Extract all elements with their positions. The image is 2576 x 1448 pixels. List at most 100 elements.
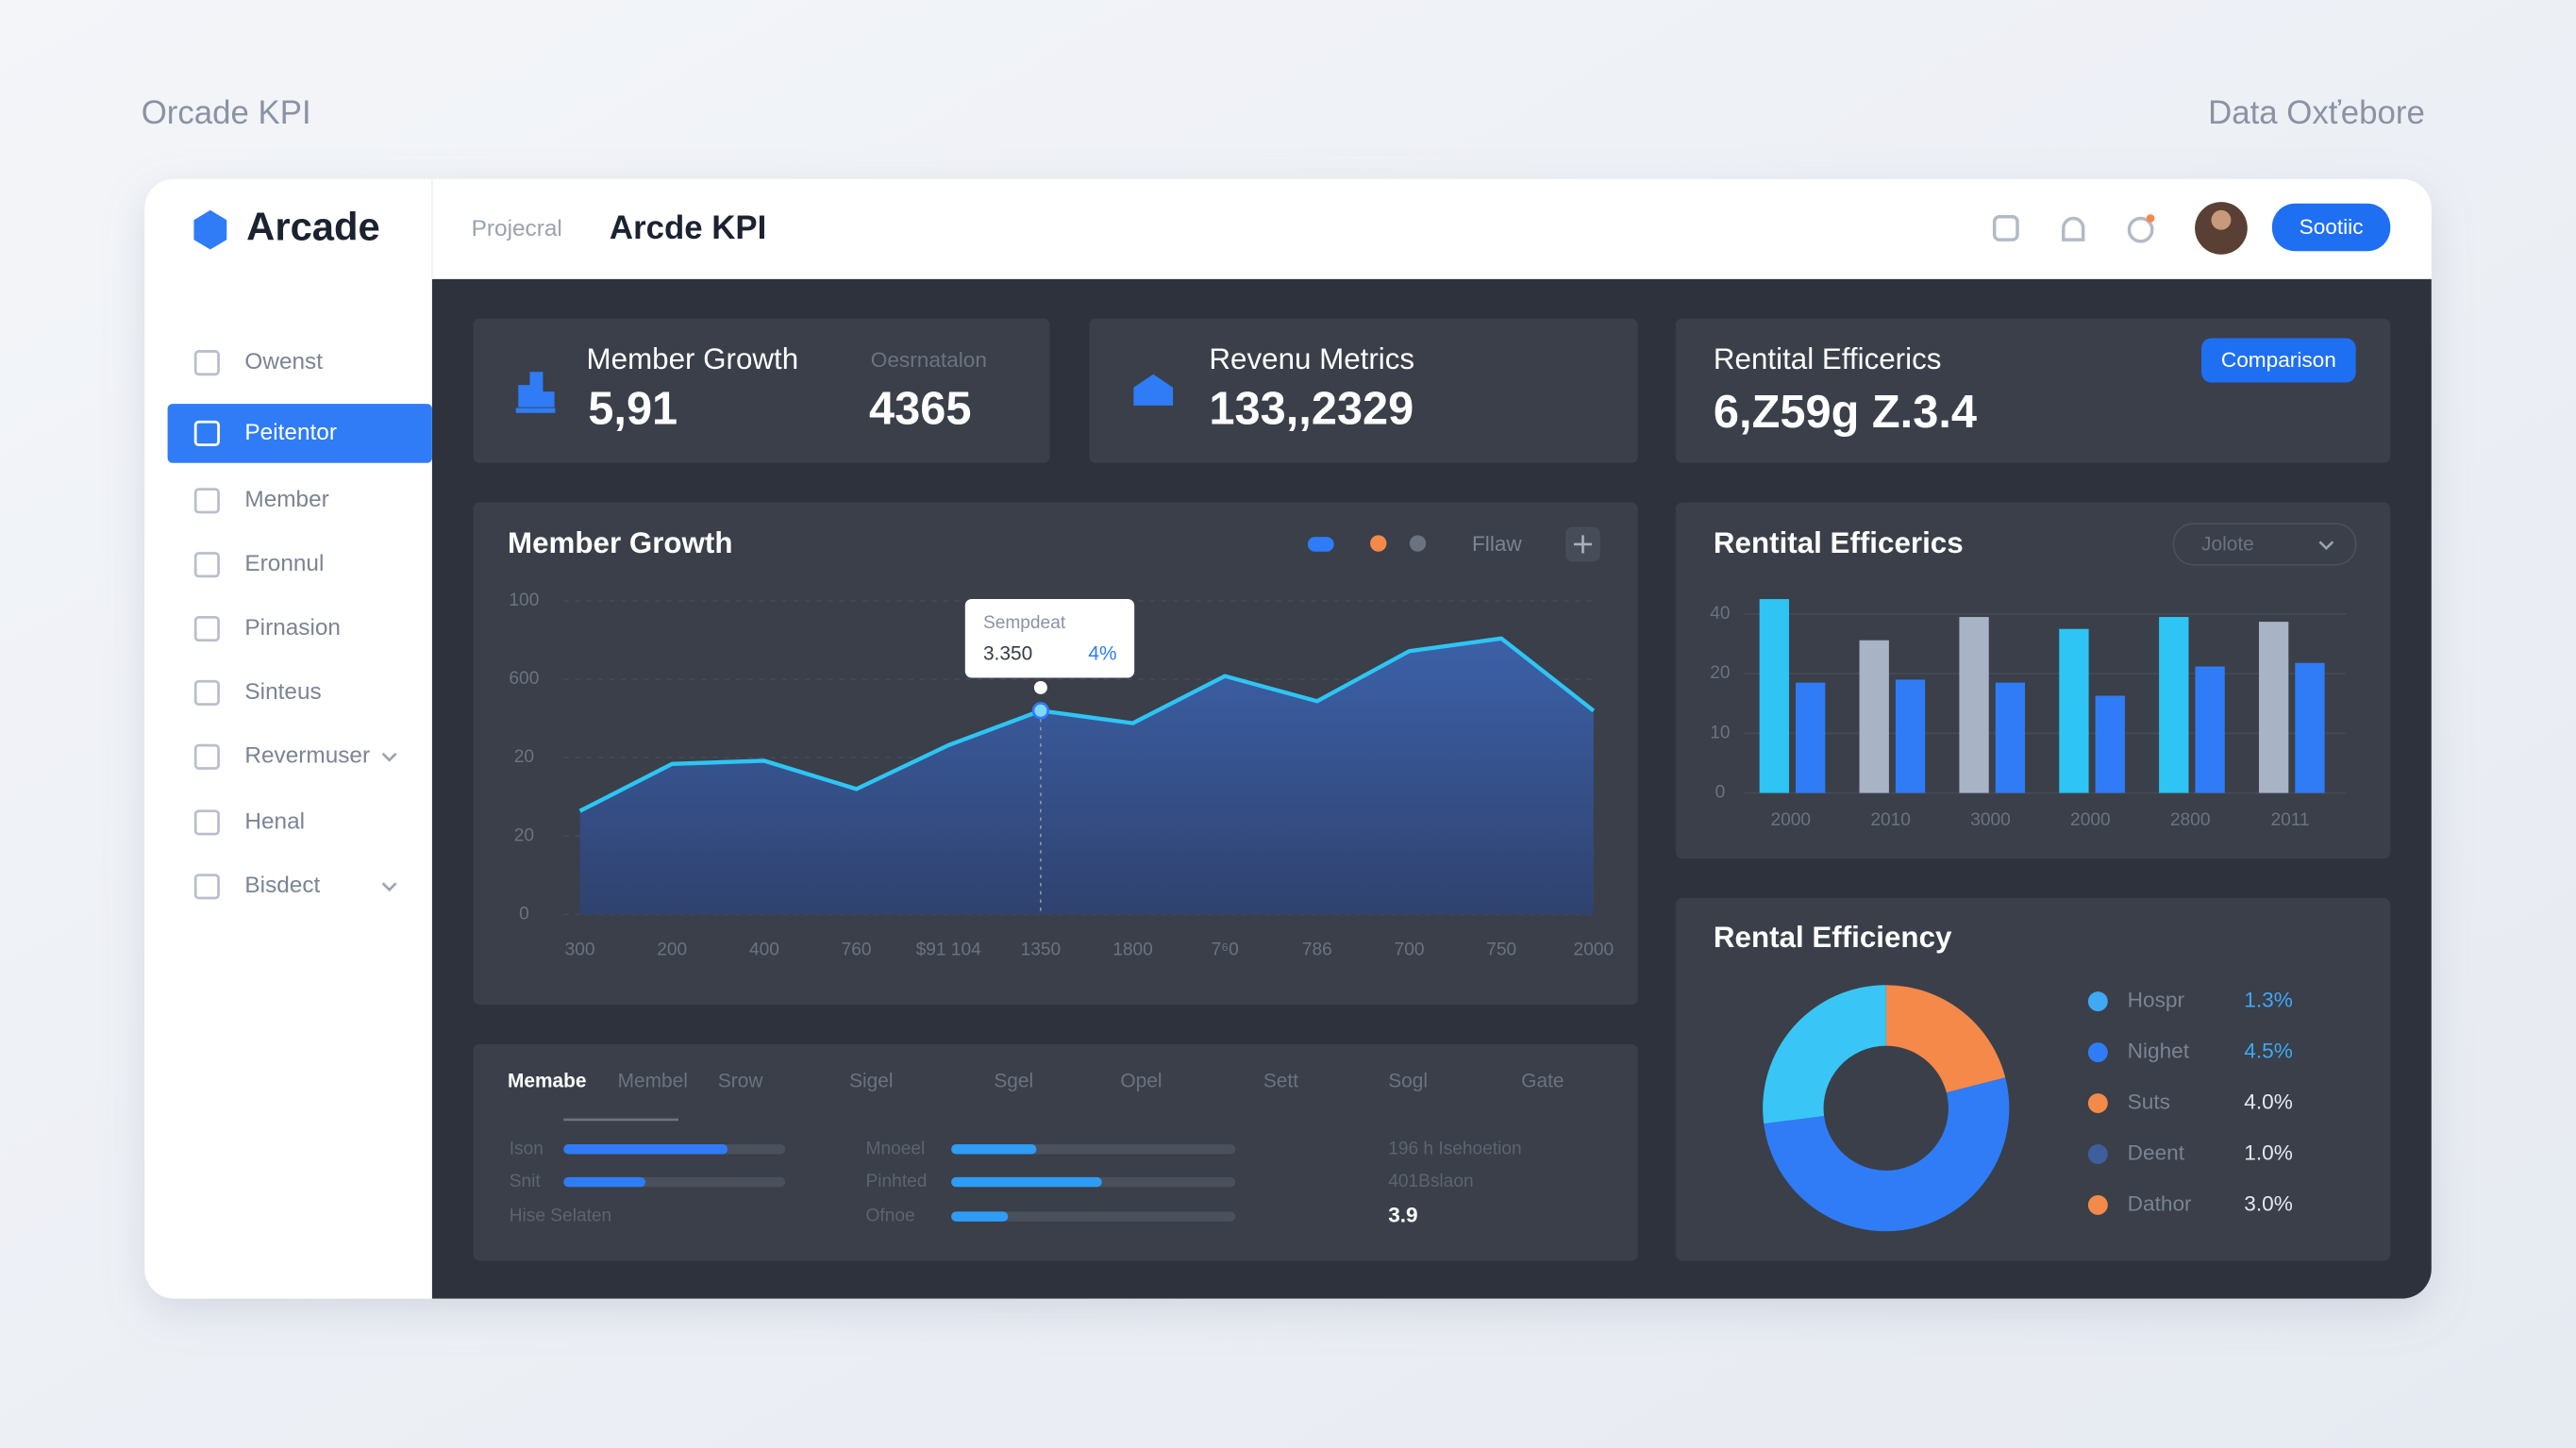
progress-bar	[951, 1144, 1037, 1155]
y-tick-label: 600	[509, 669, 539, 689]
nav-icon	[193, 615, 220, 642]
nav-item[interactable]: Bisdect	[244, 873, 320, 898]
legend-name: Suts	[2128, 1090, 2170, 1113]
compare-button-label[interactable]: Comparison	[2221, 348, 2336, 372]
y-tick-label: 10	[1710, 723, 1730, 742]
x-tick-label: 200	[657, 940, 687, 960]
x-tick-label: $91 104	[916, 940, 982, 960]
y-tick-label: 100	[509, 591, 539, 610]
tab[interactable]: Sgel	[994, 1070, 1033, 1091]
nav-icon	[193, 552, 220, 578]
legend-value: 4.0%	[2244, 1090, 2293, 1113]
nav-icon	[193, 488, 220, 514]
legend-dot	[2087, 991, 2108, 1012]
nav-icon	[193, 874, 220, 900]
x-tick-label: 2000	[1770, 810, 1811, 830]
x-tick-label: 2010	[1870, 810, 1911, 830]
sidebar: Owenst Peitentor Member Eronnul Pirnasion Sin…	[167, 349, 432, 900]
x-tick-label: 1800	[1112, 940, 1153, 960]
kpi-value: 133,,2329	[1209, 384, 1413, 435]
tab[interactable]: Opel	[1120, 1070, 1162, 1091]
row-label: Pinhted	[866, 1172, 928, 1191]
line-chart: 0 20 20 600 100 300 200 400 760 $91 104 1350 1800 7⁶…	[509, 591, 1614, 960]
row-note: 401Bslaon	[1388, 1172, 1473, 1191]
top-button-label[interactable]: Sootiic	[2300, 215, 2364, 239]
compare-button[interactable]	[2201, 338, 2356, 383]
tab[interactable]: Srow	[718, 1070, 763, 1091]
bell-icon[interactable]	[2062, 216, 2085, 241]
bar	[2095, 695, 2125, 793]
tab[interactable]: Gate	[1521, 1070, 1564, 1091]
donut-slice[interactable]	[1885, 985, 2006, 1093]
x-tick-label: 750	[1486, 940, 1516, 960]
x-tick-label: 2800	[2170, 810, 2211, 830]
tooltip-title: Sempdeat	[983, 613, 1066, 633]
donut-slice[interactable]	[1763, 985, 1886, 1124]
nav-item[interactable]: Sinteus	[244, 679, 321, 705]
legend-name: Deent	[2128, 1140, 2185, 1164]
tab[interactable]: Sett	[1263, 1070, 1298, 1091]
top-button[interactable]	[2271, 203, 2391, 252]
brand: Arcade	[246, 205, 380, 249]
tab[interactable]: Sogl	[1388, 1070, 1428, 1091]
panel-title: Rentital Efficerics	[1714, 526, 1964, 559]
badge	[2146, 214, 2155, 223]
page-title: Arcde KPI	[610, 209, 766, 246]
row-label: Ofnoe	[866, 1207, 915, 1226]
legend-dot	[2087, 1093, 2108, 1113]
bar	[2258, 622, 2289, 793]
nav-item[interactable]: Eronnul	[244, 551, 324, 576]
progress-bar	[951, 1211, 1009, 1222]
line	[578, 636, 1596, 813]
legend-dot	[2087, 1144, 2108, 1164]
nav-item[interactable]: Owenst	[244, 349, 323, 374]
bar	[1895, 679, 1926, 793]
settings-icon[interactable]	[2127, 216, 2154, 243]
icon[interactable]	[1992, 214, 2019, 241]
legend-dot[interactable]	[1370, 535, 1387, 552]
tooltip	[964, 598, 1135, 678]
legend-value: 4.5%	[2244, 1040, 2293, 1063]
kpi-sub-value: 4365	[869, 384, 971, 435]
y-tick-label: 40	[1710, 604, 1730, 624]
donut-slice[interactable]	[1764, 1077, 2010, 1232]
legend-value: 1.0%	[2244, 1140, 2293, 1164]
y-tick-label: 20	[1710, 663, 1730, 683]
nav-item[interactable]: Pirnasion	[244, 615, 341, 641]
row-label: Ison	[510, 1139, 544, 1158]
tab[interactable]: Membel	[618, 1070, 688, 1091]
tooltip-anchor	[1033, 680, 1047, 694]
dropdown[interactable]	[2172, 523, 2357, 566]
bar-chart: 0 10 20 40 2000 2010 3000 2000 2800 2011	[1710, 599, 2347, 830]
progress-bar	[563, 1144, 728, 1155]
y-tick-label: 0	[519, 904, 529, 924]
nav-item[interactable]: Member	[244, 487, 328, 512]
area	[579, 638, 1594, 915]
tab[interactable]: Sigel	[849, 1070, 893, 1091]
nav-item[interactable]: Henal	[244, 808, 305, 834]
legend-value: 1.3%	[2244, 989, 2293, 1012]
kpi-card	[473, 318, 1050, 463]
progress-bar	[563, 1176, 646, 1188]
nav-item[interactable]: Peitentor	[244, 420, 337, 445]
bar	[1959, 617, 1989, 793]
bar	[2295, 662, 2325, 793]
tooltip-value: 3.350	[983, 643, 1032, 665]
nav-icon	[193, 809, 220, 836]
tab[interactable]: Memabe	[508, 1070, 587, 1091]
kpi-icon	[1133, 374, 1174, 406]
point[interactable]	[1031, 702, 1050, 720]
legend-dot[interactable]	[1307, 537, 1334, 552]
breadcrumb[interactable]: Projecral	[472, 216, 562, 241]
legend-dot[interactable]	[1409, 535, 1427, 552]
bar	[2059, 628, 2089, 793]
panel-title: Member Growth	[508, 526, 733, 559]
active-item[interactable]	[167, 404, 432, 463]
nav-icon	[193, 350, 220, 376]
chevron	[381, 882, 397, 892]
nav-item[interactable]: Revermuser	[244, 743, 370, 769]
y-tick-label: 0	[1715, 783, 1726, 803]
dropdown-label[interactable]: Jolote	[2201, 533, 2254, 555]
legend-name: Nighet	[2128, 1040, 2190, 1063]
x-tick-label: 2000	[2070, 810, 2111, 830]
